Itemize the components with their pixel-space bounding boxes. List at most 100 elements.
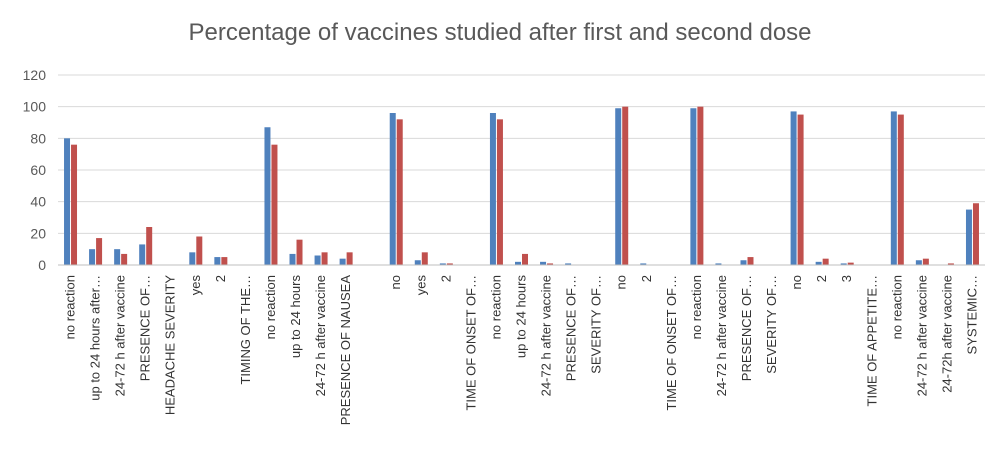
x-tick-label: 2 (639, 275, 654, 282)
x-tick-label: no (388, 275, 403, 289)
x-tick-label: PRESENCE OF… (564, 275, 579, 381)
x-tick-label: no reaction (689, 275, 704, 339)
x-tick-label: 24-72h after vaccine (939, 275, 954, 393)
bar-series-1 (139, 244, 146, 265)
bar-series-2 (622, 106, 629, 265)
bar-series-1 (515, 261, 521, 265)
x-tick-label: no reaction (889, 275, 904, 339)
bar-series-2 (221, 257, 228, 265)
x-tick-label: SEVERITY OF… (589, 275, 604, 374)
bar-series-2 (496, 119, 503, 265)
y-tick-label: 60 (30, 162, 46, 178)
bar-series-2 (547, 263, 554, 265)
x-tick-label: yes (413, 275, 428, 296)
x-tick-label: 24-72 h after vaccine (113, 275, 128, 396)
bar-series-2 (446, 263, 453, 265)
bar-series-1 (114, 249, 121, 265)
bar-series-1 (965, 209, 972, 265)
bar-series-1 (640, 263, 647, 265)
x-tick-label: SEVERITY OF… (764, 275, 779, 374)
bar-series-2 (96, 238, 103, 265)
y-tick-label: 120 (23, 67, 47, 83)
bar-series-1 (214, 257, 221, 265)
x-tick-label: 24-72 h after vaccine (313, 275, 328, 396)
bar-series-1 (815, 261, 822, 265)
x-tick-label: 24-72 h after vaccine (914, 275, 929, 396)
bar-series-2 (922, 258, 929, 265)
bar-series-2 (71, 144, 78, 265)
x-tick-label: TIMING OF THE… (238, 275, 253, 385)
y-axis-ticks: 0 20 40 60 80 100 120 (23, 67, 47, 273)
bar-series-2 (146, 227, 153, 265)
y-tick-label: 100 (23, 99, 47, 115)
bar-series-1 (565, 263, 572, 265)
bar-series-2 (847, 262, 854, 266)
bar-series-1 (840, 263, 847, 265)
bar-series-1 (314, 255, 321, 265)
bar-series-1 (540, 261, 547, 265)
x-tick-label: no reaction (488, 275, 503, 339)
bar-series-1 (189, 252, 196, 265)
bar-series-1 (264, 127, 271, 265)
bar-series-2 (697, 106, 704, 265)
y-tick-label: 40 (30, 194, 46, 210)
bar-series-2 (121, 253, 128, 265)
x-tick-label: TIME OF APPETITE… (864, 275, 879, 406)
bar-series-2 (421, 252, 428, 265)
bar-series-1 (414, 260, 421, 265)
x-tick-label: no (789, 275, 804, 289)
bar-series-2 (396, 119, 403, 265)
x-tick-label: TIME OF ONSET OF… (664, 275, 679, 411)
bar-series-2 (797, 114, 804, 265)
bar-series-1 (339, 258, 346, 265)
bar-series-1 (389, 113, 396, 265)
bar-series-2 (271, 144, 278, 265)
x-tick-label: PRESENCE OF NAUSEA (338, 275, 353, 426)
x-tick-label: TIME OF ONSET OF… (463, 275, 478, 411)
bar-series-2 (822, 258, 829, 265)
bar-series-1 (439, 263, 446, 265)
bar-series-1 (89, 249, 96, 265)
x-tick-label: 24-72 h after vaccine (714, 275, 729, 396)
bar-series-2 (346, 252, 353, 265)
x-tick-label: 2 (438, 275, 453, 282)
bar-series-1 (615, 108, 622, 265)
x-tick-label: 3 (839, 275, 854, 282)
x-tick-label: HEADACHE SEVERITY (163, 275, 178, 415)
bars (64, 106, 979, 266)
bar-series-2 (522, 253, 528, 265)
x-tick-label: 2 (814, 275, 829, 282)
x-tick-label: no reaction (263, 275, 278, 339)
x-tick-label: no reaction (63, 275, 78, 339)
x-tick-label: up to 24 hours (514, 275, 529, 359)
gridlines (58, 74, 985, 234)
x-tick-label: yes (188, 275, 203, 296)
x-tick-label: 24-72 h after vaccine (539, 275, 554, 396)
bar-series-1 (289, 253, 296, 265)
x-axis-ticks: no reaction up to 24 hours after… 24-72 h … (63, 275, 980, 426)
y-tick-label: 0 (38, 257, 46, 273)
bar-series-1 (715, 263, 722, 265)
bar-series-1 (790, 111, 797, 265)
y-tick-label: 20 (30, 225, 46, 241)
bar-series-2 (321, 252, 328, 265)
bar-series-1 (64, 138, 71, 265)
bar-series-1 (489, 113, 496, 265)
x-tick-label: SYSTEMIC… (964, 275, 979, 354)
bar-series-1 (740, 260, 747, 265)
x-tick-label: up to 24 hours (288, 275, 303, 359)
chart-title: Percentage of vaccines studied after fir… (188, 19, 811, 46)
bar-series-2 (747, 257, 754, 265)
bar-series-1 (915, 260, 922, 265)
x-tick-label: 2 (213, 275, 228, 282)
x-tick-label: PRESENCE OF… (138, 275, 153, 381)
x-tick-label: up to 24 hours after… (88, 275, 103, 401)
y-tick-label: 80 (30, 130, 46, 146)
bar-series-2 (947, 263, 954, 265)
bar-series-2 (296, 239, 303, 265)
x-tick-label: PRESENCE OF… (739, 275, 754, 381)
bar-series-2 (972, 203, 979, 265)
bar-series-2 (196, 236, 203, 265)
x-tick-label: no (614, 275, 629, 289)
